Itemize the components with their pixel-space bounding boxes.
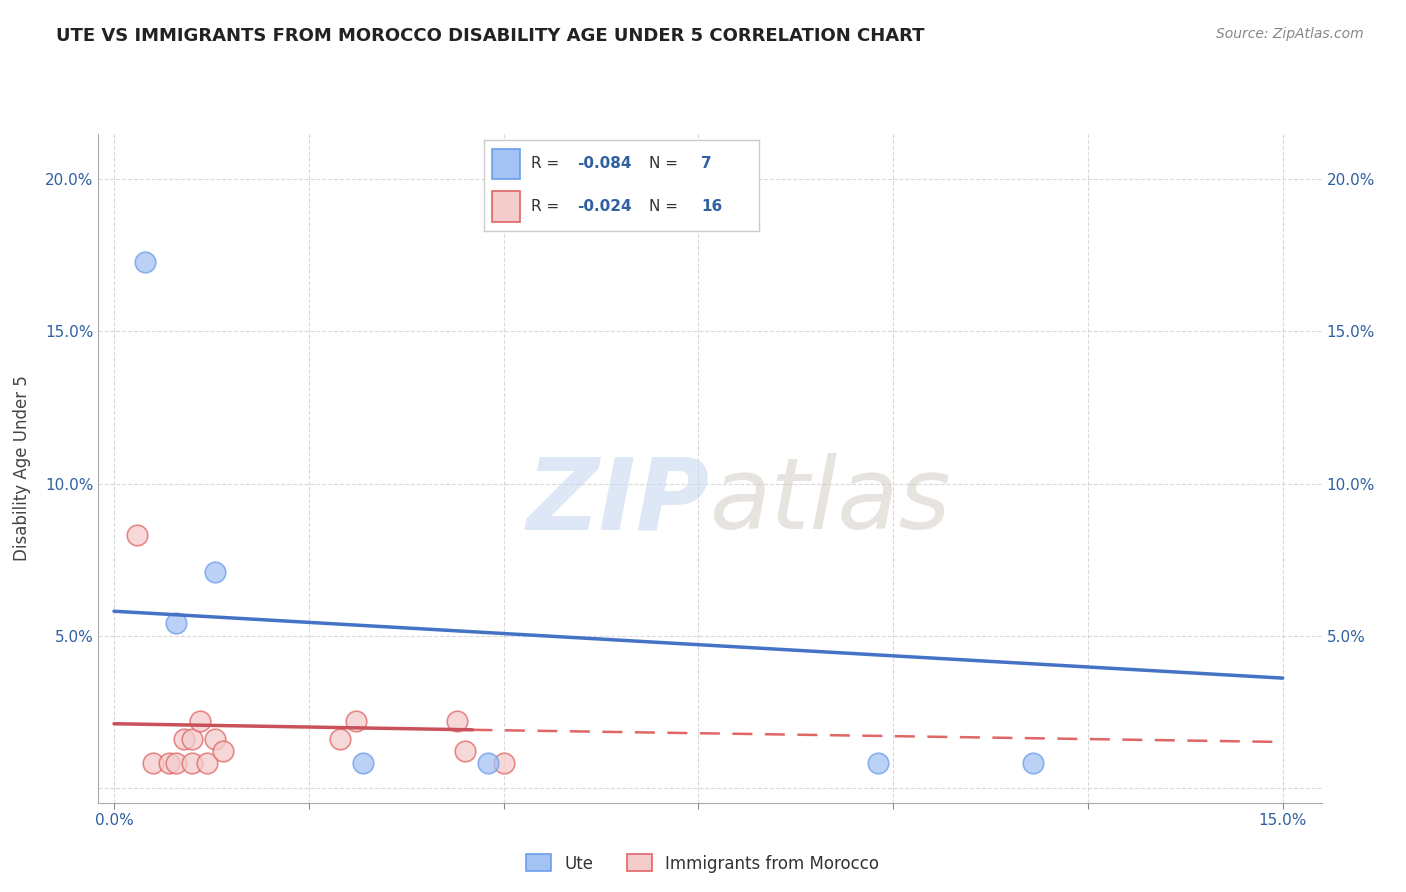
Point: [134, 254, 156, 268]
Point: [866, 756, 889, 771]
Point: [165, 756, 187, 771]
Text: UTE VS IMMIGRANTS FROM MOROCCO DISABILITY AGE UNDER 5 CORRELATION CHART: UTE VS IMMIGRANTS FROM MOROCCO DISABILIT…: [56, 27, 925, 45]
Point: [329, 731, 352, 746]
Point: [204, 731, 226, 746]
Text: atlas: atlas: [710, 453, 952, 550]
Point: [453, 744, 475, 758]
Text: Source: ZipAtlas.com: Source: ZipAtlas.com: [1216, 27, 1364, 41]
Point: [188, 714, 211, 728]
Point: [204, 565, 226, 579]
Point: [157, 756, 180, 771]
Point: [352, 756, 374, 771]
Point: [344, 714, 367, 728]
Point: [477, 756, 499, 771]
Point: [180, 731, 202, 746]
Legend: Ute, Immigrants from Morocco: Ute, Immigrants from Morocco: [520, 847, 886, 880]
Point: [165, 616, 187, 631]
Point: [127, 528, 149, 542]
Text: ZIP: ZIP: [527, 453, 710, 550]
Point: [197, 756, 219, 771]
Y-axis label: Disability Age Under 5: Disability Age Under 5: [13, 376, 31, 561]
Point: [1022, 756, 1045, 771]
Point: [180, 756, 202, 771]
Point: [142, 756, 165, 771]
Point: [212, 744, 235, 758]
Point: [492, 756, 515, 771]
Point: [173, 731, 195, 746]
Point: [446, 714, 468, 728]
